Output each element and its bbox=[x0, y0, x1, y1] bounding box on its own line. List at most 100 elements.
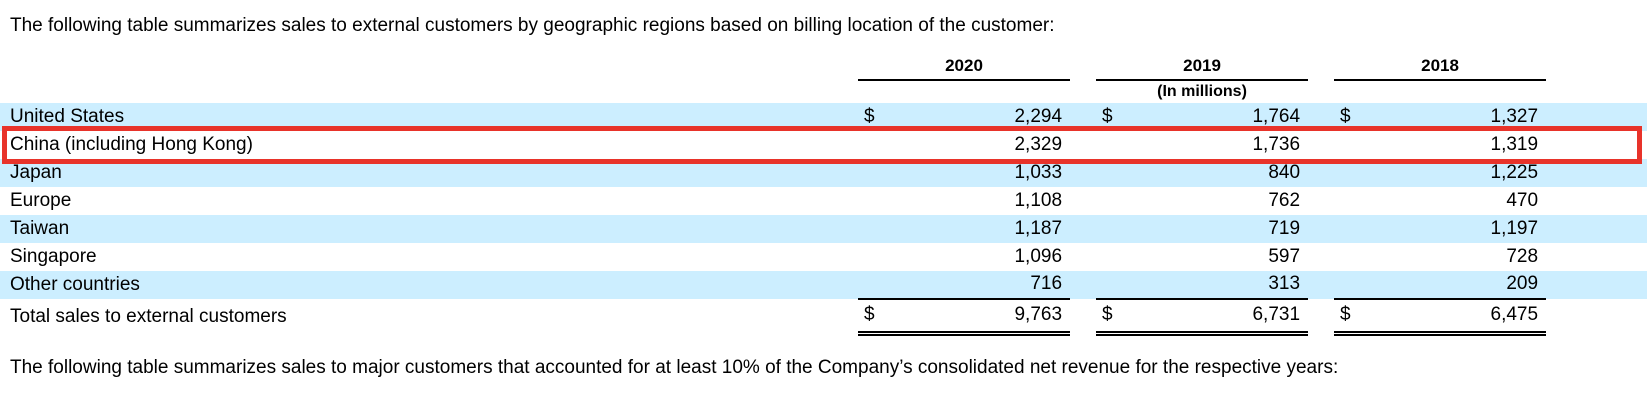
dollar-sign bbox=[1096, 215, 1131, 243]
value-cell: 1,736 bbox=[1252, 134, 1301, 155]
dollar-sign bbox=[858, 159, 892, 187]
total-value-2019: 6,731 bbox=[1130, 299, 1309, 336]
value-cell: 1,319 bbox=[1490, 134, 1539, 155]
dollar-sign bbox=[1096, 159, 1131, 187]
dollar-sign bbox=[1096, 131, 1130, 159]
column-gap bbox=[1308, 131, 1334, 159]
column-gap bbox=[1308, 271, 1335, 299]
value-cell: 1,033 bbox=[892, 159, 1071, 187]
column-gap bbox=[1308, 243, 1334, 271]
dollar-sign: $ bbox=[858, 103, 892, 131]
column-gap bbox=[1308, 103, 1335, 131]
dollar-sign bbox=[1096, 271, 1131, 300]
column-gap bbox=[1070, 299, 1096, 333]
right-pad bbox=[1546, 54, 1647, 80]
dollar-sign bbox=[1334, 131, 1368, 159]
value-cell: 2,329 bbox=[1014, 134, 1063, 155]
column-gap bbox=[1070, 187, 1096, 215]
dollar-sign bbox=[858, 271, 892, 300]
right-pad bbox=[1546, 103, 1647, 131]
table-body: United States $2,294 $1,764 $1,327 China (in… bbox=[0, 103, 1647, 300]
value-cell: 1,096 bbox=[1014, 246, 1063, 267]
column-gap bbox=[1070, 243, 1096, 271]
column-gap bbox=[1308, 54, 1334, 80]
value-cell: 2,294 bbox=[892, 103, 1071, 131]
right-pad bbox=[1546, 159, 1647, 187]
value-cell: 1,225 bbox=[1368, 159, 1547, 187]
value-cell: 716 bbox=[892, 271, 1071, 300]
column-gap bbox=[1308, 187, 1334, 215]
dollar-sign bbox=[1334, 271, 1369, 300]
table-row: China (including Hong Kong) 2,329 1,736 1,3… bbox=[0, 131, 1647, 159]
right-pad bbox=[1546, 243, 1647, 271]
value-cell: 728 bbox=[1506, 246, 1539, 267]
units-label: (In millions) bbox=[1157, 83, 1247, 100]
column-gap bbox=[1070, 54, 1096, 80]
value-cell: 209 bbox=[1368, 271, 1547, 300]
dollar-sign bbox=[858, 243, 892, 271]
intro-paragraph: The following table summarizes sales to … bbox=[10, 15, 1055, 36]
header-spacer bbox=[0, 54, 858, 80]
right-pad bbox=[1546, 299, 1647, 333]
dollar-sign bbox=[1334, 215, 1369, 243]
dollar-sign bbox=[1334, 243, 1368, 271]
value-cell: 1,108 bbox=[1014, 190, 1063, 211]
value-cell: 762 bbox=[1268, 190, 1301, 211]
value-cell: 1,764 bbox=[1130, 103, 1309, 131]
region-label: Other countries bbox=[0, 271, 858, 299]
column-gap bbox=[1070, 271, 1097, 299]
total-row: Total sales to external customers $ 9,76… bbox=[0, 299, 1647, 336]
column-gap bbox=[1308, 299, 1334, 333]
dollar-sign: $ bbox=[1334, 103, 1369, 131]
right-pad bbox=[1546, 271, 1647, 299]
total-value-2018: 6,475 bbox=[1368, 299, 1547, 336]
dollar-sign: $ bbox=[1096, 299, 1131, 336]
region-label: Taiwan bbox=[0, 215, 858, 243]
year-header-2020: 2020 bbox=[858, 54, 1071, 81]
column-gap bbox=[1070, 131, 1096, 159]
table-row: Taiwan 1,187 719 1,197 bbox=[0, 215, 1647, 243]
dollar-sign bbox=[1334, 187, 1368, 215]
table-row: United States $2,294 $1,764 $1,327 bbox=[0, 103, 1647, 131]
table-row: Japan 1,033 840 1,225 bbox=[0, 159, 1647, 187]
geographic-sales-table: 2020 2019 2018 (In millions) United Stat… bbox=[0, 54, 1647, 336]
document-page: The following table summarizes sales to … bbox=[0, 15, 1647, 378]
dollar-sign bbox=[1334, 159, 1369, 187]
value-cell: 840 bbox=[1130, 159, 1309, 187]
region-label: Singapore bbox=[10, 246, 97, 267]
value-cell: 719 bbox=[1130, 215, 1309, 243]
year-header-2019: 2019 bbox=[1096, 54, 1309, 81]
region-label: China (including Hong Kong) bbox=[10, 134, 253, 155]
year-header-row: 2020 2019 2018 bbox=[0, 54, 1647, 81]
value-cell: 1,197 bbox=[1368, 215, 1547, 243]
region-label: Japan bbox=[0, 159, 858, 187]
right-pad bbox=[1546, 215, 1647, 243]
right-pad bbox=[1546, 80, 1647, 103]
value-cell: 597 bbox=[1268, 246, 1301, 267]
total-label: Total sales to external customers bbox=[10, 306, 287, 327]
region-label: United States bbox=[0, 103, 858, 131]
right-pad bbox=[1546, 187, 1647, 215]
column-gap bbox=[1070, 103, 1097, 131]
right-pad bbox=[1546, 131, 1647, 159]
dollar-sign bbox=[858, 131, 892, 159]
dollar-sign bbox=[1096, 187, 1130, 215]
table-row: Europe 1,108 762 470 bbox=[0, 187, 1647, 215]
footer-paragraph: The following table summarizes sales to … bbox=[10, 356, 1339, 378]
value-cell: 313 bbox=[1130, 271, 1309, 300]
dollar-sign bbox=[858, 187, 892, 215]
column-gap bbox=[1070, 159, 1097, 187]
region-label: Europe bbox=[10, 190, 72, 211]
dollar-sign bbox=[1096, 243, 1130, 271]
total-value-2020: 9,763 bbox=[892, 299, 1071, 336]
value-cell: 1,187 bbox=[892, 215, 1071, 243]
dollar-sign bbox=[858, 215, 892, 243]
header-spacer bbox=[0, 80, 858, 103]
table-row: Other countries 716 313 209 bbox=[0, 271, 1647, 300]
column-gap bbox=[1070, 215, 1097, 243]
dollar-sign: $ bbox=[858, 299, 892, 336]
dollar-sign: $ bbox=[1334, 299, 1369, 336]
column-gap bbox=[1308, 159, 1335, 187]
year-header-2018: 2018 bbox=[1334, 54, 1547, 81]
units-row: (In millions) bbox=[0, 80, 1647, 103]
